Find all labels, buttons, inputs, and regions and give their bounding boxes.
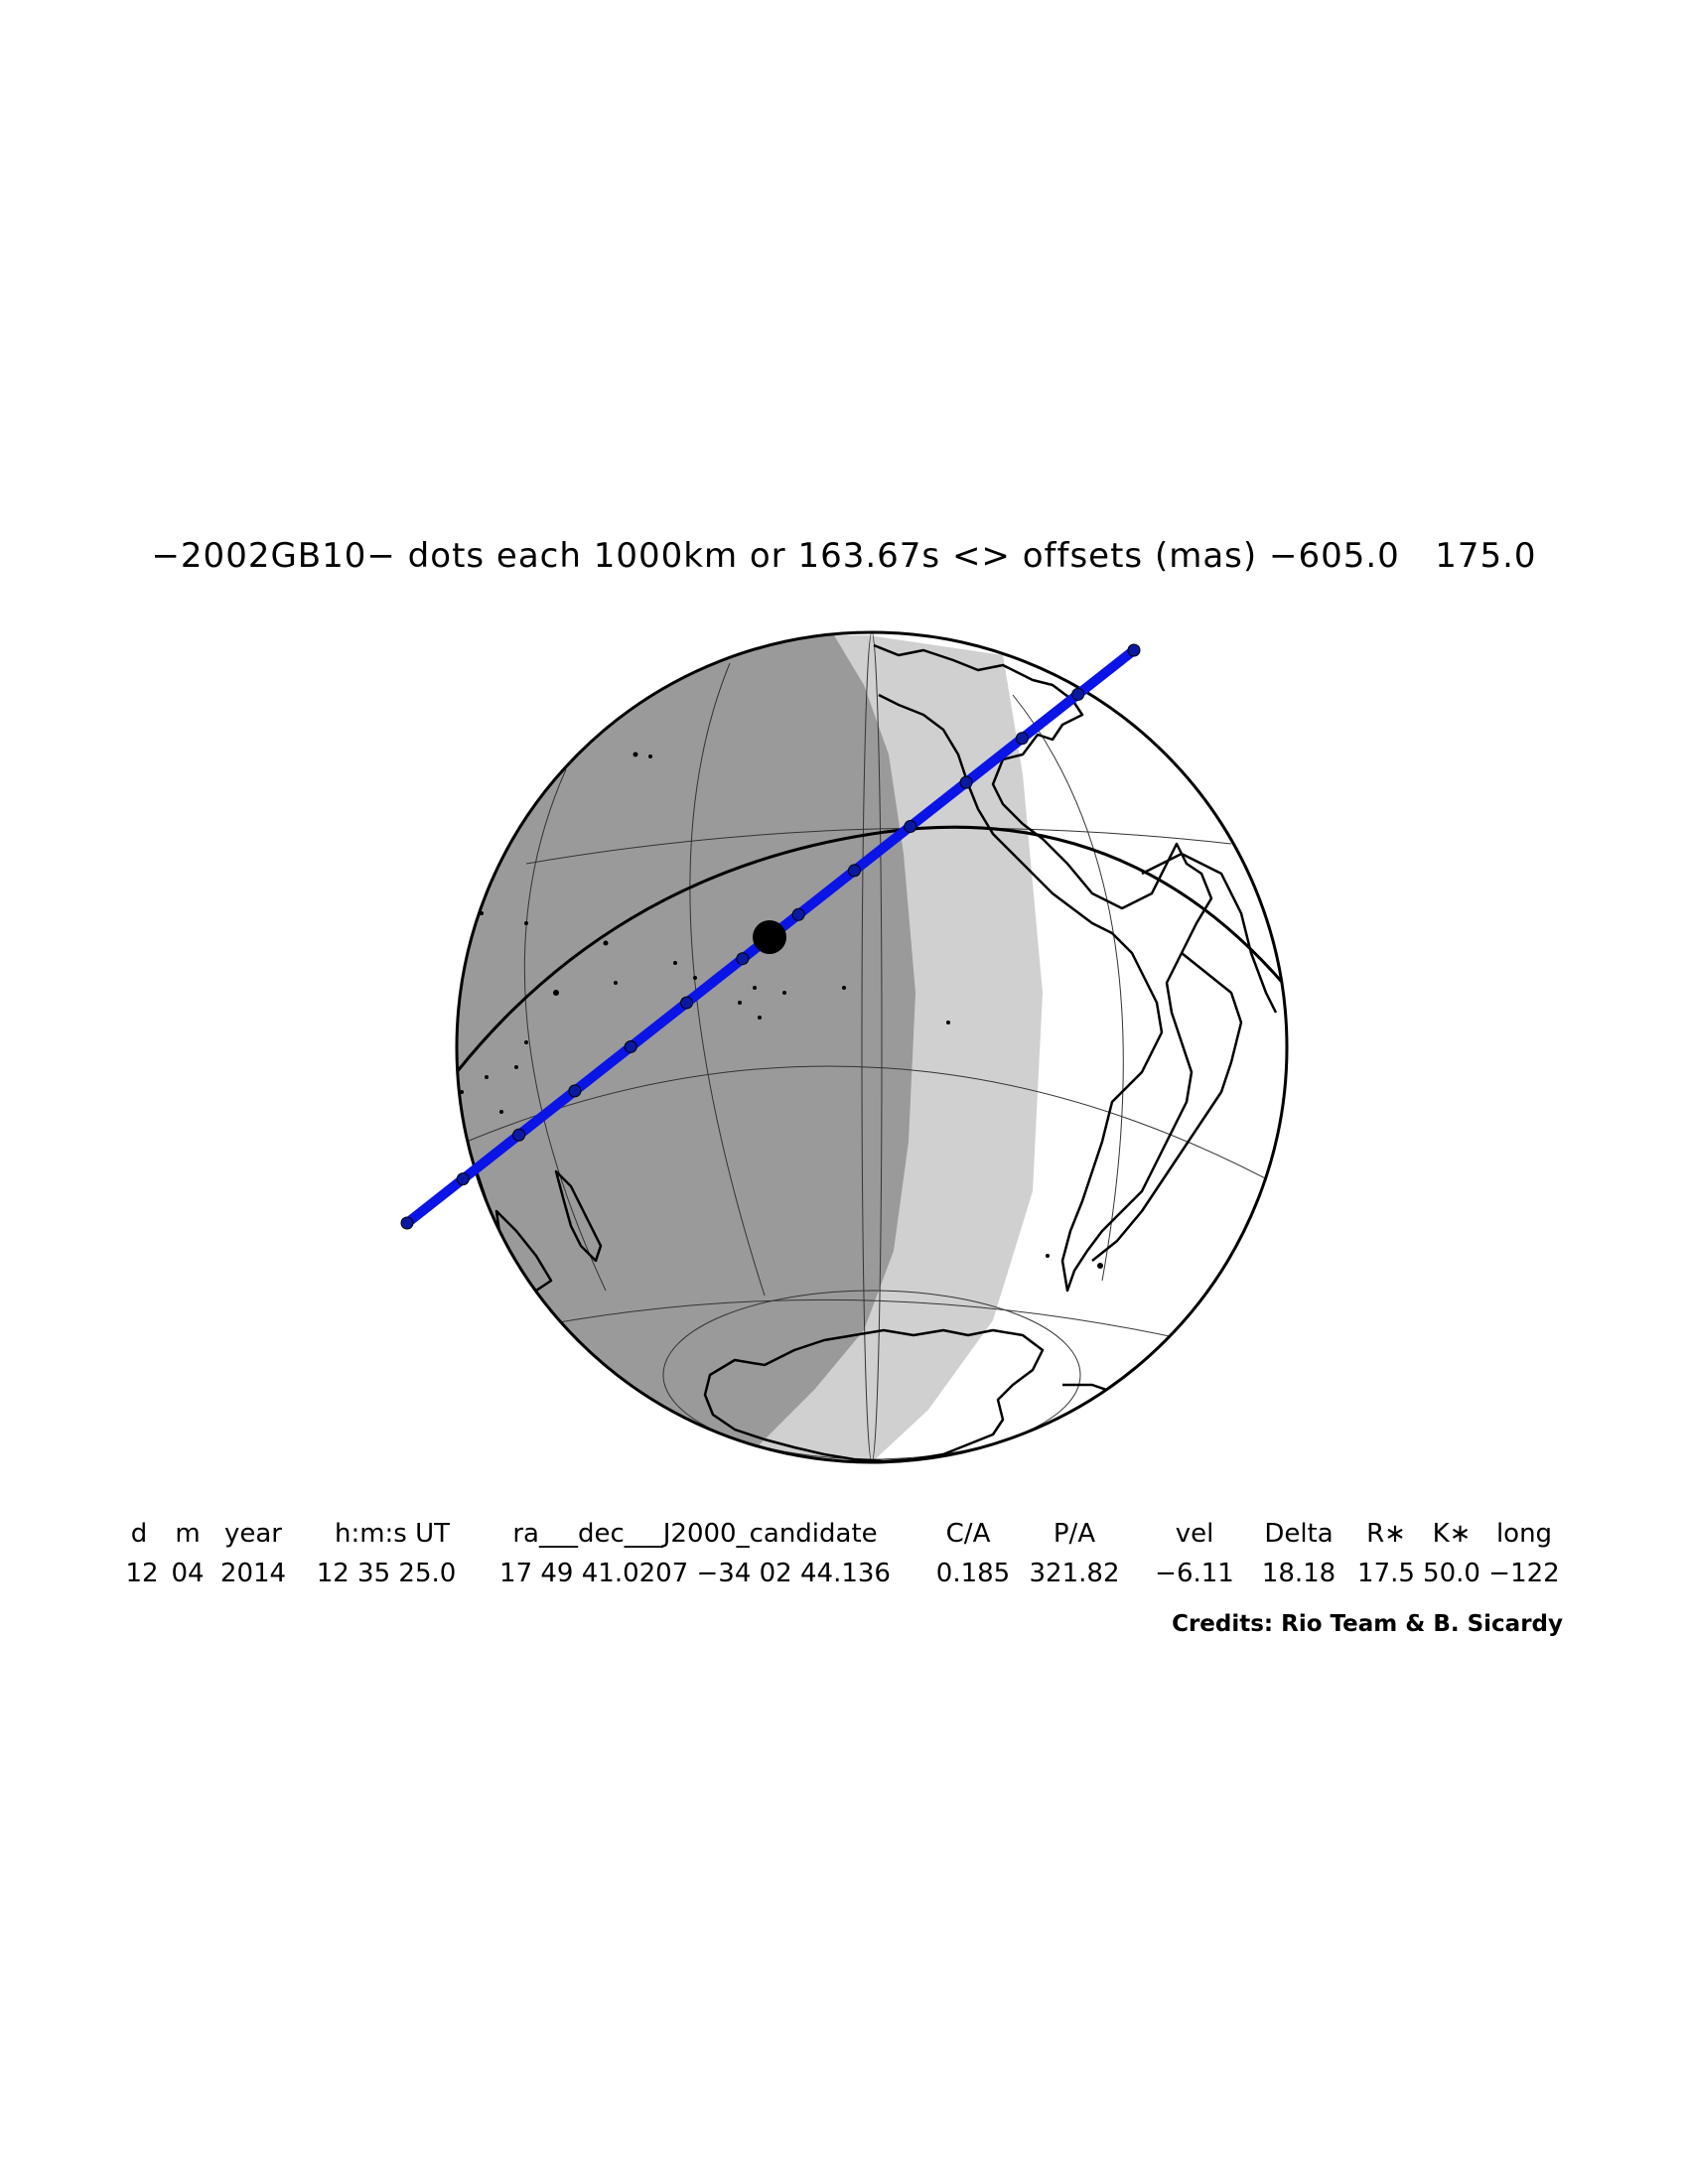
value-delta: 18.18 — [1261, 1559, 1336, 1588]
value-year: 2014 — [219, 1559, 287, 1588]
header-delta: Delta — [1264, 1519, 1334, 1549]
value-month: 04 — [171, 1559, 205, 1588]
path-dot — [680, 996, 694, 1010]
night-zone — [457, 635, 915, 1462]
header-coordinates: ra___dec___J2000_candidate — [512, 1519, 878, 1549]
new-zealand-coast — [554, 1169, 603, 1263]
path-dot — [1071, 687, 1085, 701]
occultation-path — [400, 643, 1141, 1230]
value-long: −122 — [1488, 1559, 1560, 1588]
header-k-star: K∗ — [1432, 1519, 1472, 1549]
antarctica-coast — [703, 1328, 1045, 1462]
path-dot — [568, 1084, 582, 1098]
value-r-star: 17.5 — [1357, 1559, 1415, 1588]
closest-approach-marker — [753, 920, 786, 954]
path-dot — [736, 952, 750, 966]
value-day: 12 — [125, 1559, 159, 1588]
value-vel: −6.11 — [1155, 1559, 1234, 1588]
header-ca: C/A — [945, 1519, 991, 1549]
globe — [455, 630, 1289, 1464]
value-time: 12 35 25.0 — [316, 1559, 457, 1588]
column-headers: d m year h:m:s UT ra___dec___J2000_candi… — [0, 1519, 1688, 1906]
header-pa: P/A — [1053, 1519, 1096, 1549]
path-dot — [1127, 643, 1141, 657]
header-month: m — [175, 1519, 201, 1549]
path-dot — [904, 820, 917, 834]
header-year: year — [223, 1519, 283, 1549]
path-dot — [512, 1128, 526, 1142]
map-title: −2002GB10− dots each 1000km or 163.67s <… — [151, 536, 1537, 576]
path-dot — [847, 864, 861, 878]
path-dot — [1015, 732, 1029, 746]
pacific-islands — [460, 751, 1103, 1269]
equator — [457, 825, 1287, 1073]
header-r-star: R∗ — [1366, 1519, 1406, 1549]
path-dot — [624, 1039, 637, 1053]
header-day: d — [130, 1519, 148, 1549]
value-k-star: 50.0 — [1423, 1559, 1480, 1588]
value-ca: 0.185 — [935, 1559, 1011, 1588]
path-dots — [400, 643, 1141, 1230]
header-vel: vel — [1175, 1519, 1214, 1549]
value-row: 12 04 2014 12 35 25.0 17 49 41.0207 −34 … — [0, 1559, 1688, 1946]
path-dot — [456, 1172, 470, 1186]
credits: Credits: Rio Team & B. Sicardy — [1172, 1611, 1563, 1637]
path-dot — [400, 1216, 414, 1230]
header-long: long — [1495, 1519, 1553, 1549]
value-pa: 321.82 — [1029, 1559, 1120, 1588]
path-dot — [791, 907, 805, 921]
header-time: h:m:s UT — [334, 1519, 451, 1549]
path-dot — [959, 775, 973, 789]
value-coordinates: 17 49 41.0207 −34 02 44.136 — [499, 1559, 891, 1588]
